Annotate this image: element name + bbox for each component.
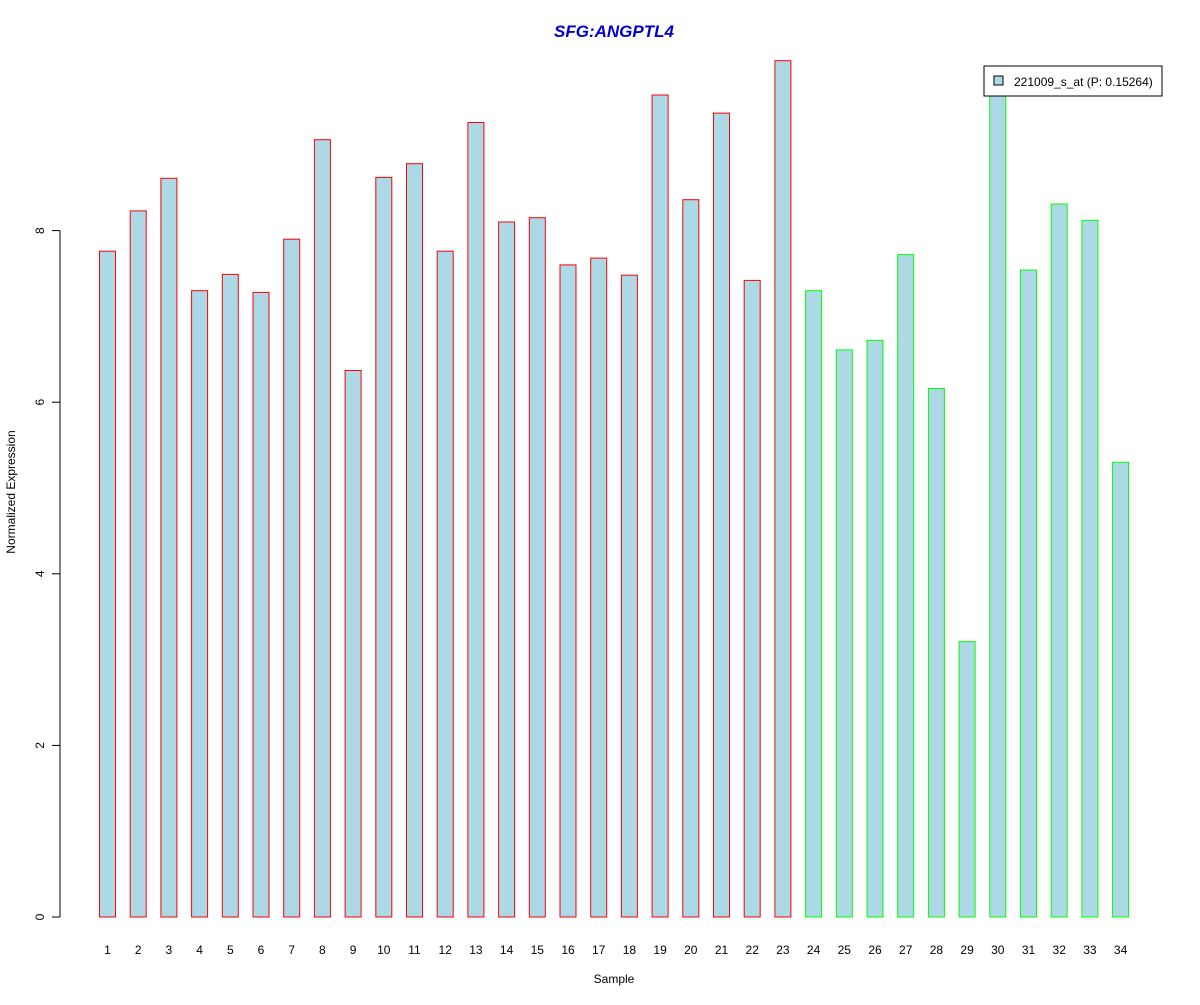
x-tick-label: 16 bbox=[561, 943, 575, 957]
bar-series bbox=[99, 60, 1130, 918]
bar-sample-13 bbox=[467, 122, 485, 918]
x-tick-label: 21 bbox=[715, 943, 729, 957]
bar-sample-10 bbox=[375, 176, 393, 918]
bar-sample-7 bbox=[283, 238, 301, 918]
x-tick-label: 11 bbox=[408, 943, 421, 957]
x-tick-label: 4 bbox=[196, 943, 203, 957]
x-tick-label: 7 bbox=[288, 943, 295, 957]
x-tick-label: 13 bbox=[469, 943, 483, 957]
bar-sample-14 bbox=[498, 221, 516, 918]
bar-sample-32 bbox=[1050, 203, 1068, 918]
x-tick-label: 12 bbox=[439, 943, 453, 957]
bar-sample-12 bbox=[436, 250, 454, 918]
bar-sample-19 bbox=[651, 94, 669, 918]
bar-sample-29 bbox=[958, 641, 976, 918]
x-tick-label: 3 bbox=[166, 943, 173, 957]
bar-sample-2 bbox=[129, 210, 147, 918]
y-axis-label: Normalized Expression bbox=[4, 430, 18, 553]
y-axis: 0 2 4 6 8 bbox=[33, 227, 61, 920]
bar-sample-34 bbox=[1112, 461, 1130, 918]
y-tick-label: 4 bbox=[33, 570, 47, 577]
x-tick-label: 20 bbox=[684, 943, 698, 957]
legend: 221009_s_at (P: 0.15264) bbox=[983, 65, 1163, 97]
legend-label: 221009_s_at (P: 0.15264) bbox=[1014, 75, 1153, 89]
x-tick-label: 32 bbox=[1053, 943, 1067, 957]
x-tick-label: 23 bbox=[776, 943, 790, 957]
bar-sample-25 bbox=[835, 349, 853, 918]
bar-sample-18 bbox=[620, 274, 638, 918]
x-tick-label: 31 bbox=[1022, 943, 1036, 957]
x-tick-label: 34 bbox=[1114, 943, 1128, 957]
bar-sample-26 bbox=[866, 339, 884, 918]
x-tick-label: 27 bbox=[899, 943, 913, 957]
x-tick-label: 26 bbox=[868, 943, 882, 957]
bar-sample-11 bbox=[406, 163, 423, 918]
legend-box bbox=[983, 65, 1163, 97]
x-tick-label: 22 bbox=[746, 943, 760, 957]
bar-sample-21 bbox=[713, 112, 730, 918]
x-tick-label: 25 bbox=[838, 943, 852, 957]
bar-sample-30 bbox=[989, 82, 1007, 918]
x-tick-label: 30 bbox=[991, 943, 1005, 957]
x-tick-label: 8 bbox=[319, 943, 326, 957]
bar-sample-16 bbox=[559, 264, 577, 918]
x-tick-label: 33 bbox=[1083, 943, 1097, 957]
y-tick-label: 0 bbox=[33, 913, 47, 920]
x-axis-label: Sample bbox=[594, 972, 635, 986]
y-tick-label: 2 bbox=[33, 742, 47, 749]
legend-swatch bbox=[993, 75, 1004, 86]
x-tick-label: 15 bbox=[531, 943, 545, 957]
x-tick-label: 24 bbox=[807, 943, 821, 957]
y-tick-label: 6 bbox=[33, 399, 47, 406]
bar-sample-5 bbox=[221, 273, 239, 918]
y-tick-label: 8 bbox=[33, 227, 47, 234]
bar-sample-33 bbox=[1081, 219, 1099, 918]
bar-sample-9 bbox=[344, 370, 362, 918]
x-tick-label: 29 bbox=[960, 943, 974, 957]
x-tick-label: 10 bbox=[377, 943, 391, 957]
x-tick-label: 1 bbox=[104, 943, 111, 957]
bar-sample-8 bbox=[313, 139, 331, 918]
bar-sample-6 bbox=[252, 291, 270, 918]
bar-sample-17 bbox=[590, 257, 608, 918]
bar-sample-24 bbox=[805, 290, 823, 918]
x-tick-label: 18 bbox=[623, 943, 637, 957]
x-tick-label: 6 bbox=[258, 943, 265, 957]
x-axis-tick-labels: 1 2 3 4 5 6 7 8 9 10 11 12 13 14 15 16 17 18 19 20 21 22 23 24 2… bbox=[104, 943, 1127, 957]
x-tick-label: 9 bbox=[350, 943, 357, 957]
bar-sample-1 bbox=[99, 250, 116, 918]
bar-sample-4 bbox=[191, 290, 209, 918]
bar-sample-22 bbox=[743, 279, 761, 918]
chart-title: SFG:ANGPTL4 bbox=[554, 22, 674, 41]
bar-sample-28 bbox=[927, 388, 945, 918]
bar-sample-23 bbox=[774, 60, 792, 918]
x-tick-label: 5 bbox=[227, 943, 234, 957]
bar-sample-31 bbox=[1020, 269, 1037, 918]
x-tick-label: 28 bbox=[930, 943, 944, 957]
bar-sample-15 bbox=[528, 217, 546, 918]
bar-sample-3 bbox=[160, 177, 178, 918]
bar-sample-27 bbox=[897, 254, 915, 918]
x-tick-label: 14 bbox=[500, 943, 514, 957]
x-tick-label: 17 bbox=[592, 943, 606, 957]
x-tick-label: 19 bbox=[653, 943, 667, 957]
x-tick-label: 2 bbox=[135, 943, 142, 957]
bar-sample-20 bbox=[682, 199, 700, 918]
